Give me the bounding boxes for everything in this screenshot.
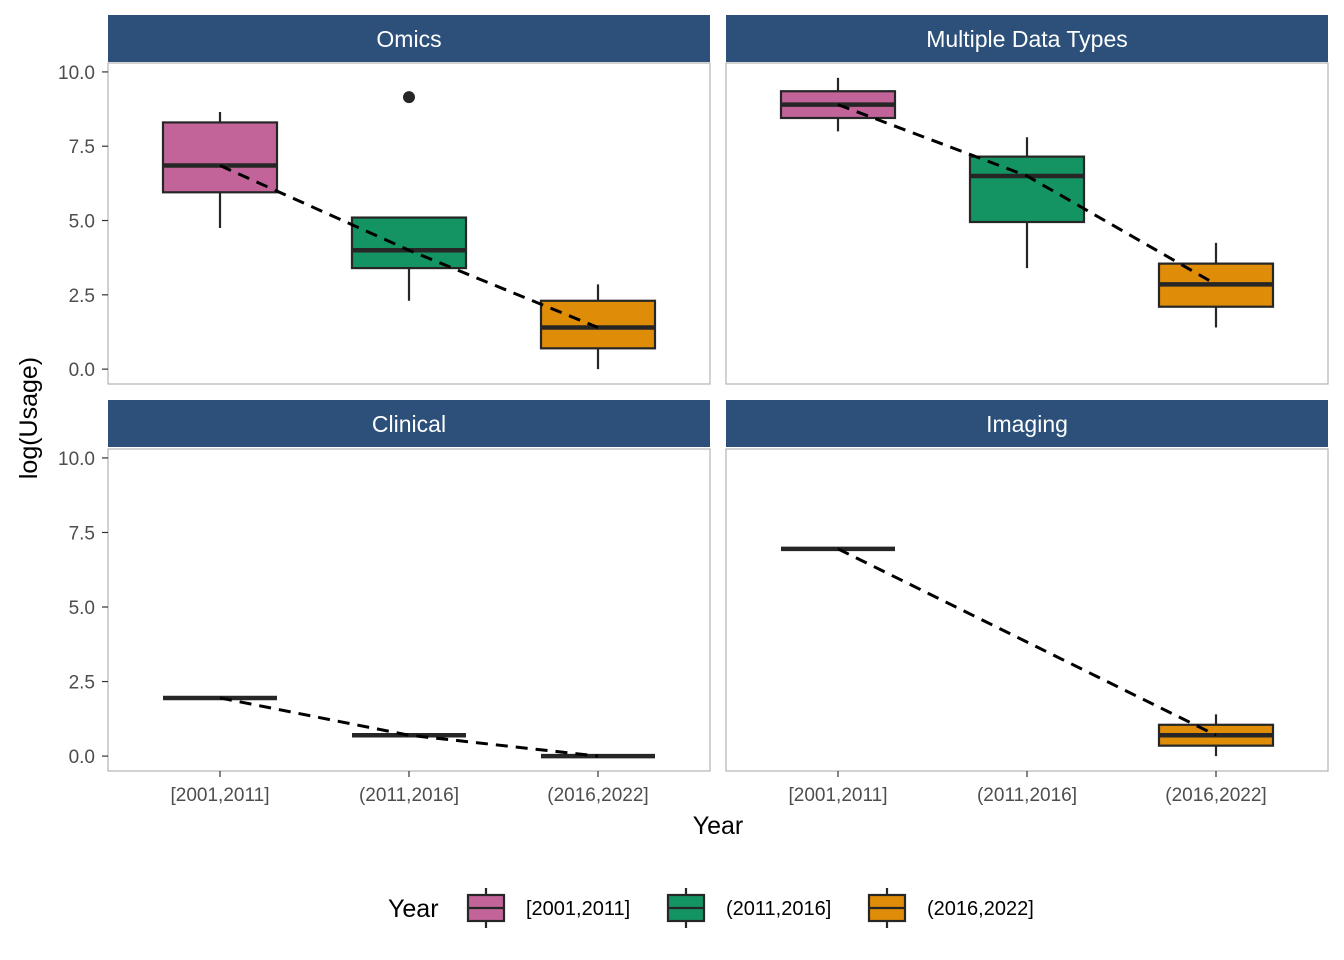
legend-label: (2016,2022] [927, 898, 1034, 920]
facet-title: Omics [376, 26, 441, 52]
legend: Year [2001,2011] (2011,2016] (2016,2022] [388, 888, 1034, 928]
y-axis-title: log(Usage) [15, 357, 43, 479]
box-body [539, 299, 657, 350]
x-tick-label: [2001,2011] [789, 785, 888, 806]
x-tick-label: (2011,2016] [359, 785, 459, 806]
facet-strip [726, 400, 1328, 447]
y-tick-label: 0.0 [69, 360, 95, 381]
box-body [350, 216, 468, 270]
y-tick-label: 2.5 [69, 286, 95, 307]
facet-panel: Clinical [107, 400, 711, 772]
legend-title: Year [388, 895, 439, 923]
median-trend-line [219, 164, 599, 329]
y-tick-label: 7.5 [69, 523, 95, 544]
y-tick-label: 5.0 [69, 212, 95, 233]
facet-panel: Imaging [725, 400, 1329, 772]
y-tick-label: 5.0 [69, 598, 95, 619]
box [161, 112, 279, 228]
facet-title: Multiple Data Types [926, 26, 1128, 52]
y-tick-label: 10.0 [58, 63, 95, 84]
y-tick-label: 0.0 [69, 747, 95, 768]
x-axis: [2001,2011] (2011,2016] (2016,2022] [2001,2… [171, 771, 1267, 806]
legend-key [666, 888, 706, 928]
facet-panel: Omics [107, 15, 711, 385]
y-axis: 0.0 2.5 5.0 7.5 10.0 0.0 2.5 5.0 7.5 10.0 [58, 63, 108, 768]
box-body [161, 121, 279, 194]
legend-label: (2011,2016] [726, 898, 831, 920]
x-tick-label: [2001,2011] [171, 785, 270, 806]
legend-key [466, 888, 506, 928]
y-tick-label: 2.5 [69, 673, 95, 694]
panel-border [107, 448, 711, 772]
panel-border [725, 448, 1329, 772]
facet-strip [108, 400, 710, 447]
x-tick-label: (2011,2016] [977, 785, 1077, 806]
x-tick-label: (2016,2022] [1165, 785, 1266, 806]
facet-strip [726, 15, 1328, 62]
box [1157, 242, 1275, 328]
box-outlier [403, 91, 415, 104]
facet-title: Clinical [372, 411, 446, 437]
facet-strip [108, 15, 710, 62]
box-body [968, 155, 1086, 224]
x-axis-title: Year [693, 812, 744, 840]
box [539, 284, 657, 370]
x-tick-label: (2016,2022] [547, 785, 648, 806]
median-trend-line [219, 696, 599, 758]
box [968, 137, 1086, 269]
facet-title: Imaging [986, 411, 1068, 437]
facet-panels: Omics Multiple Data Types Clinical Imaging [107, 15, 1329, 772]
median-trend-line [837, 103, 1217, 286]
facet-panel: Multiple Data Types [725, 15, 1329, 385]
median-trend-line [837, 547, 1217, 737]
y-tick-label: 10.0 [58, 449, 95, 470]
y-tick-label: 7.5 [69, 137, 95, 158]
box [350, 91, 468, 301]
legend-key [867, 888, 907, 928]
legend-label: [2001,2011] [526, 898, 630, 920]
